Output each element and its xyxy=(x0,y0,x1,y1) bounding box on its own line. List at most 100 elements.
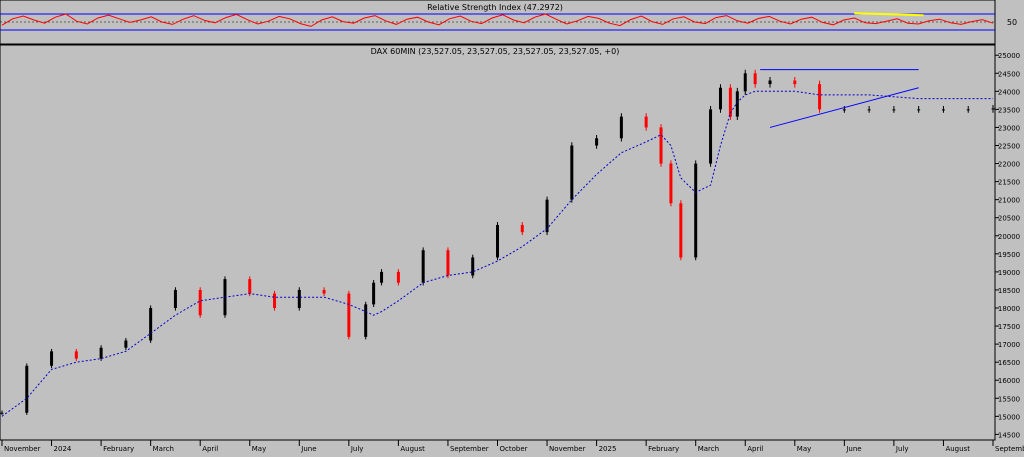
candle-body xyxy=(644,116,648,128)
rsi-yellow-trendline xyxy=(854,12,924,17)
price-y-tick-label: 20500 xyxy=(998,215,1020,223)
x-tick-label: 2025 xyxy=(599,445,617,453)
candle-body xyxy=(892,109,896,111)
candle-body xyxy=(173,289,177,308)
candle-body xyxy=(669,163,673,204)
price-y-tick-label: 15000 xyxy=(998,413,1020,421)
candle-body xyxy=(520,224,524,233)
price-y-tick-label: 20000 xyxy=(998,233,1020,241)
x-tick-label: July xyxy=(895,445,909,453)
candle-body xyxy=(659,127,663,164)
candle-body xyxy=(372,282,376,305)
candle-body xyxy=(991,108,995,110)
candle-body xyxy=(364,304,368,337)
x-tick-label: February xyxy=(648,445,679,453)
candle-body xyxy=(793,80,797,85)
price-y-tick-label: 23500 xyxy=(998,106,1020,114)
price-y-tick-label: 21500 xyxy=(998,179,1020,187)
candle-body xyxy=(570,145,574,200)
price-y-tick-label: 19500 xyxy=(998,251,1020,259)
x-tick-label: August xyxy=(945,445,970,453)
price-y-tick-label: 18000 xyxy=(998,305,1020,313)
price-y-tick-label: 15500 xyxy=(998,395,1020,403)
x-tick-label: September xyxy=(450,445,489,453)
candle-body xyxy=(99,347,103,359)
candle-body xyxy=(917,109,921,111)
price-y-tick-label: 16000 xyxy=(998,377,1020,385)
candle-body xyxy=(743,73,747,92)
candle-body xyxy=(842,109,846,111)
candle-body xyxy=(718,87,722,110)
x-tick-label: September xyxy=(995,445,1024,453)
candle-body xyxy=(248,279,252,294)
candle-body xyxy=(0,412,4,414)
price-y-tick-label: 19000 xyxy=(998,269,1020,277)
candle-body xyxy=(966,109,970,111)
candlestick-series xyxy=(0,69,995,415)
candle-body xyxy=(347,293,351,337)
candle-body xyxy=(753,73,757,85)
candle-body xyxy=(421,250,425,283)
x-tick-label: March xyxy=(698,445,719,453)
candle-body xyxy=(297,289,301,308)
x-tick-label: March xyxy=(153,445,174,453)
price-y-tick-label: 14500 xyxy=(998,431,1020,439)
candle-body xyxy=(322,289,326,294)
candle-body xyxy=(396,271,400,283)
price-y-tick-label: 24000 xyxy=(998,88,1020,96)
price-y-tick-label: 21000 xyxy=(998,197,1020,205)
price-y-tick-label: 18500 xyxy=(998,287,1020,295)
price-title: DAX 60MIN (23,527.05, 23,527.05, 23,527.… xyxy=(371,47,620,56)
trendline xyxy=(769,87,919,128)
x-tick-label: April xyxy=(747,445,763,453)
x-tick-label: June xyxy=(845,445,861,453)
price-y-tick-label: 22500 xyxy=(998,143,1020,151)
candle-body xyxy=(867,109,871,111)
candle-body xyxy=(50,351,54,366)
price-y-tick-label: 16500 xyxy=(998,359,1020,367)
candle-body xyxy=(380,271,384,283)
x-tick-label: July xyxy=(350,445,364,453)
x-tick-label: June xyxy=(300,445,316,453)
price-y-tick-label: 25000 xyxy=(998,52,1020,60)
moving-average-line xyxy=(1,90,993,417)
x-tick-label: February xyxy=(103,445,134,453)
candle-body xyxy=(273,293,277,308)
candle-body xyxy=(941,109,945,111)
candle-body xyxy=(74,351,78,359)
x-tick-label: August xyxy=(400,445,425,453)
x-tick-label: May xyxy=(252,445,266,453)
candle-body xyxy=(694,163,698,258)
x-tick-label: 2024 xyxy=(54,445,72,453)
x-tick-label: November xyxy=(549,445,586,453)
price-y-tick-label: 22000 xyxy=(998,161,1020,169)
candle-body xyxy=(545,199,549,233)
price-y-tick-label: 23000 xyxy=(998,124,1020,132)
x-axis: November 2024 February March April May June Jul… xyxy=(1,440,1024,453)
rsi-title: Relative Strength Index (47.2972) xyxy=(427,3,563,12)
x-tick-label: November xyxy=(4,445,41,453)
candle-body xyxy=(471,257,475,276)
price-y-tick-label: 17000 xyxy=(998,341,1020,349)
candle-body xyxy=(619,116,623,139)
price-y-tick-label: 17500 xyxy=(998,323,1020,331)
price-y-axis: 25000 24500 24000 23500 23000 22500 22000 21500… xyxy=(995,52,1020,439)
candle-body xyxy=(728,87,732,117)
x-tick-label: October xyxy=(500,445,528,453)
candle-body xyxy=(679,203,683,258)
candle-body xyxy=(25,365,29,413)
candle-body xyxy=(818,84,822,110)
price-trendlines xyxy=(760,69,919,128)
candle-body xyxy=(496,224,499,258)
candle-body xyxy=(446,250,450,276)
x-tick-label: April xyxy=(202,445,218,453)
price-y-tick-label: 24500 xyxy=(998,70,1020,78)
candle-body xyxy=(198,289,202,316)
candle-body xyxy=(124,340,128,348)
candle-body xyxy=(768,80,772,85)
rsi-y-tick-label: 50 xyxy=(1007,18,1017,27)
candle-body xyxy=(735,91,739,117)
rsi-series-line xyxy=(1,13,994,27)
